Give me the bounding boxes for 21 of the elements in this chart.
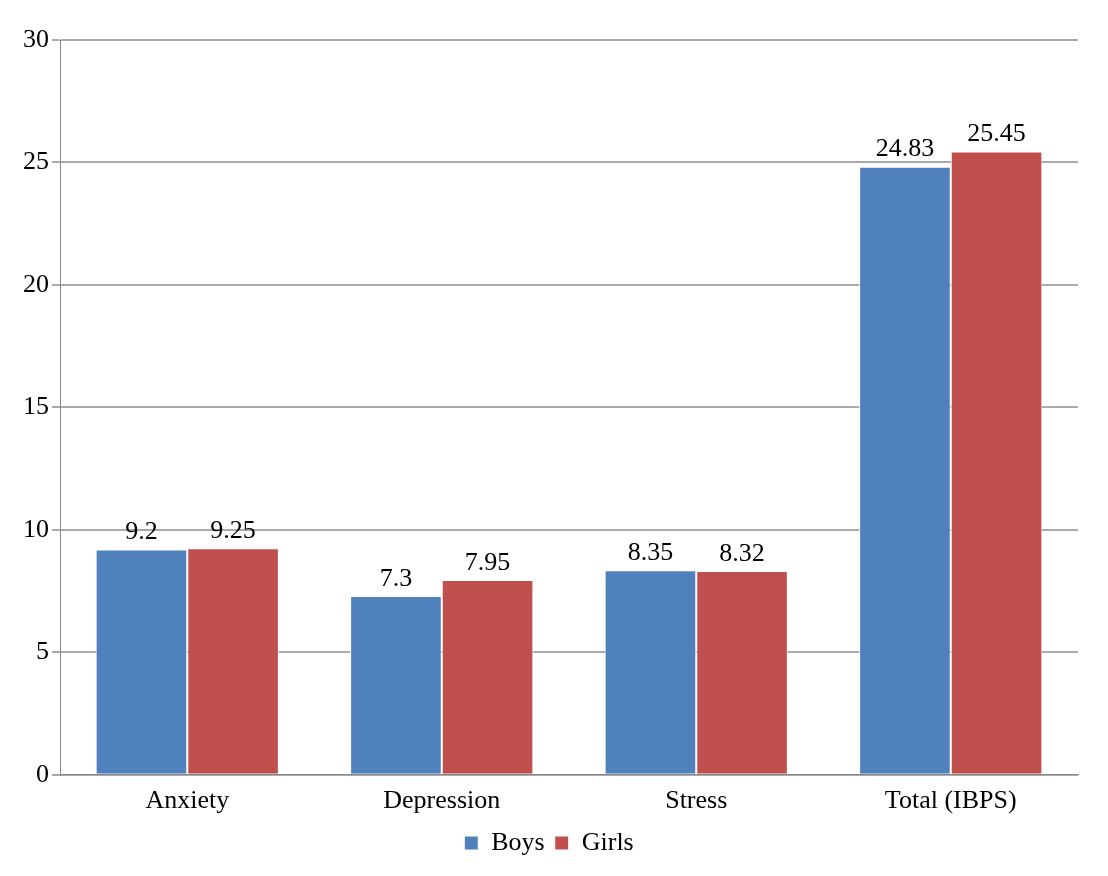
- data-label: 7.3: [379, 562, 413, 592]
- x-tick-label: Depression: [383, 785, 501, 815]
- y-tick-label: 15: [23, 391, 49, 421]
- data-label: 8.32: [719, 537, 765, 567]
- data-label: 8.35: [627, 537, 674, 567]
- data-label: 9.25: [210, 515, 256, 545]
- x-tick-label: Stress: [665, 785, 728, 815]
- y-tick-label: 25: [23, 146, 49, 176]
- y-tick-label: 10: [23, 513, 49, 543]
- y-tick-label: 30: [23, 23, 49, 53]
- data-label: 24.83: [875, 133, 935, 163]
- x-tick-label: Total (IBPS): [884, 785, 1017, 815]
- x-tick-label: Anxiety: [145, 785, 230, 815]
- y-tick-label: 0: [36, 758, 49, 788]
- legend-label: Girls: [581, 826, 634, 856]
- data-label: 7.95: [464, 546, 511, 576]
- data-label: 9.2: [125, 516, 158, 546]
- legend-label: Boys: [491, 826, 545, 856]
- y-tick-label: 20: [23, 268, 49, 298]
- data-label: 25.45: [967, 118, 1026, 148]
- y-tick-label: 5: [36, 636, 49, 666]
